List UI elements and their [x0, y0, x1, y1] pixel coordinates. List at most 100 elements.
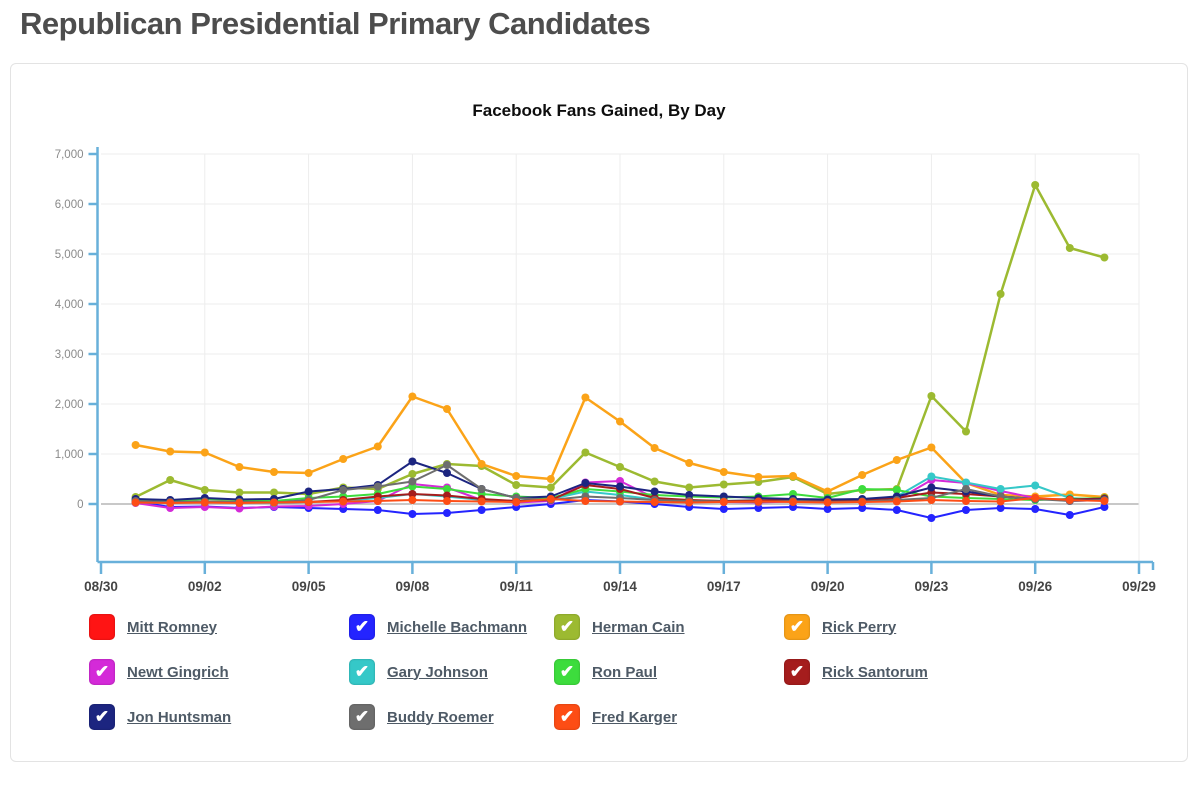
legend-item-jon-huntsman[interactable]: ✔ Jon Huntsman	[89, 704, 349, 730]
series-line-fred-karger	[131, 494, 1109, 507]
legend-checkbox-gary-johnson[interactable]: ✔	[349, 659, 375, 685]
legend-label-michelle-bachmann[interactable]: Michelle Bachmann	[387, 618, 528, 636]
legend-item-newt-gingrich[interactable]: ✔ Newt Gingrich	[89, 659, 349, 685]
check-icon: ✔	[789, 662, 805, 681]
legend-label-rick-santorum[interactable]: Rick Santorum	[822, 663, 928, 681]
legend-label-mitt-romney[interactable]: Mitt Romney	[127, 618, 217, 636]
data-point-buddy-roemer	[339, 486, 348, 494]
legend-item-buddy-roemer[interactable]: ✔ Buddy Roemer	[349, 704, 554, 730]
data-point-fred-karger	[546, 495, 555, 503]
check-icon: ✔	[559, 662, 575, 681]
x-tick-label: 08/30	[84, 579, 118, 594]
data-point-herman-cain	[1100, 253, 1109, 262]
legend-checkbox-newt-gingrich[interactable]: ✔	[89, 659, 115, 685]
series-group	[131, 181, 1109, 522]
data-point-fred-karger	[719, 498, 728, 506]
legend-item-mitt-romney[interactable]: Mitt Romney	[89, 614, 349, 640]
x-tick-label: 09/11	[500, 579, 534, 594]
legend-item-fred-karger[interactable]: ✔ Fred Karger	[554, 704, 784, 730]
data-point-rick-perry	[616, 417, 624, 426]
data-point-fred-karger	[616, 497, 624, 506]
legend-item-rick-santorum[interactable]: ✔ Rick Santorum	[784, 659, 1187, 685]
legend-label-herman-cain[interactable]: Herman Cain	[592, 618, 685, 636]
legend-label-newt-gingrich[interactable]: Newt Gingrich	[127, 663, 229, 681]
x-tick-label: 09/29	[1122, 579, 1156, 594]
legend-checkbox-fred-karger[interactable]: ✔	[554, 704, 580, 730]
data-point-fred-karger	[339, 497, 348, 506]
legend-item-ron-paul[interactable]: ✔ Ron Paul	[554, 659, 784, 685]
check-icon: ✔	[94, 707, 110, 726]
data-point-herman-cain	[235, 488, 244, 497]
data-point-herman-cain	[546, 483, 555, 492]
data-point-fred-karger	[512, 498, 521, 506]
legend-checkbox-rick-santorum[interactable]: ✔	[784, 659, 810, 685]
legend-label-jon-huntsman[interactable]: Jon Huntsman	[127, 708, 232, 726]
data-point-fred-karger	[443, 497, 451, 505]
legend-item-michelle-bachmann[interactable]: ✔ Michelle Bachmann	[349, 614, 554, 640]
data-point-rick-perry	[477, 460, 486, 468]
x-tick-label: 09/05	[292, 579, 326, 594]
legend-label-gary-johnson[interactable]: Gary Johnson	[387, 663, 488, 681]
chart-title: Facebook Fans Gained, By Day	[472, 101, 726, 120]
data-point-herman-cain	[512, 481, 521, 489]
data-point-fred-karger	[650, 498, 659, 506]
data-point-rick-perry	[789, 472, 797, 480]
data-point-buddy-roemer	[962, 485, 970, 493]
legend-checkbox-mitt-romney[interactable]	[89, 614, 115, 640]
legend-checkbox-buddy-roemer[interactable]: ✔	[349, 704, 375, 730]
data-point-rick-perry	[927, 443, 936, 452]
data-point-fred-karger	[270, 498, 278, 507]
data-point-fred-karger	[1065, 496, 1074, 504]
legend-item-herman-cain[interactable]: ✔ Herman Cain	[554, 614, 784, 640]
data-point-fred-karger	[927, 496, 936, 504]
data-point-fred-karger	[685, 498, 694, 507]
data-point-michelle-bachmann	[373, 506, 382, 514]
x-tick-label: 09/17	[707, 579, 741, 594]
data-point-gary-johnson	[996, 485, 1005, 493]
data-point-newt-gingrich	[616, 477, 624, 485]
data-point-fred-karger	[823, 498, 832, 507]
data-point-fred-karger	[166, 499, 175, 507]
data-point-herman-cain	[1031, 181, 1040, 189]
legend-label-ron-paul[interactable]: Ron Paul	[592, 663, 658, 681]
data-point-rick-perry	[512, 472, 521, 480]
y-tick-label: 6,000	[55, 199, 84, 211]
data-point-rick-perry	[858, 471, 867, 479]
data-point-ron-paul	[443, 485, 451, 493]
data-point-fred-karger	[373, 497, 382, 505]
legend-checkbox-ron-paul[interactable]: ✔	[554, 659, 580, 685]
data-point-jon-huntsman	[443, 469, 451, 477]
data-point-rick-santorum	[443, 491, 451, 500]
data-point-rick-perry	[270, 468, 278, 476]
data-point-ron-paul	[858, 485, 867, 493]
legend-item-gary-johnson[interactable]: ✔ Gary Johnson	[349, 659, 554, 685]
data-point-rick-perry	[719, 468, 728, 476]
legend-checkbox-herman-cain[interactable]: ✔	[554, 614, 580, 640]
data-point-herman-cain	[685, 483, 694, 492]
data-point-fred-karger	[754, 497, 763, 506]
legend-label-rick-perry[interactable]: Rick Perry	[822, 618, 897, 636]
legend-label-fred-karger[interactable]: Fred Karger	[592, 708, 678, 726]
legend-label-buddy-roemer[interactable]: Buddy Roemer	[387, 708, 494, 726]
data-point-rick-santorum	[408, 490, 417, 498]
data-point-herman-cain	[581, 448, 590, 457]
data-point-herman-cain	[1065, 244, 1074, 252]
legend-checkbox-jon-huntsman[interactable]: ✔	[89, 704, 115, 730]
data-point-michelle-bachmann	[996, 504, 1005, 512]
check-icon: ✔	[354, 707, 370, 726]
data-point-herman-cain	[719, 480, 728, 489]
legend-item-rick-perry[interactable]: ✔ Rick Perry	[784, 614, 1187, 640]
chart-area: 0 1,000 2,000 3,000 4,000 5,000 6,000 7,000 08/3…	[21, 122, 1179, 600]
data-point-rick-perry	[373, 442, 382, 451]
data-point-jon-huntsman	[581, 479, 590, 487]
data-point-herman-cain	[408, 470, 417, 478]
legend-checkbox-rick-perry[interactable]: ✔	[784, 614, 810, 640]
legend-checkbox-michelle-bachmann[interactable]: ✔	[349, 614, 375, 640]
data-point-michelle-bachmann	[927, 514, 936, 522]
y-tick-label: 5,000	[55, 249, 84, 261]
data-point-rick-perry	[443, 405, 451, 413]
x-tick-label: 09/02	[188, 579, 222, 594]
data-point-michelle-bachmann	[477, 506, 486, 514]
data-point-herman-cain	[650, 477, 659, 486]
data-point-fred-karger	[408, 496, 417, 504]
